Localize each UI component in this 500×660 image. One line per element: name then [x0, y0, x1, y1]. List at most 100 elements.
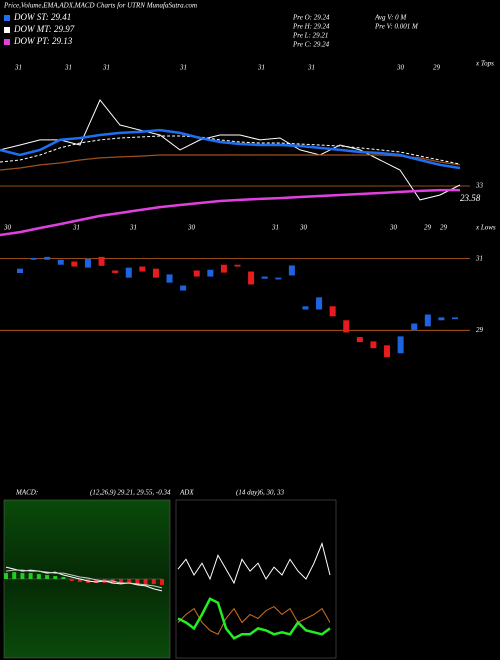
candle — [180, 285, 187, 291]
candle — [193, 270, 200, 277]
candle — [397, 336, 404, 354]
date-label: 30 — [299, 224, 308, 232]
candle — [84, 258, 91, 268]
panel-params: (12,26,9) 29.21, 29.55, -0.34 — [90, 489, 171, 497]
histogram-bar — [127, 579, 132, 584]
info-text: Pre C: 29.24 — [292, 41, 330, 49]
candle — [384, 345, 391, 358]
date-label: 29 — [440, 224, 448, 232]
date-label: 31 — [72, 224, 80, 232]
series-line — [5, 569, 163, 589]
lows-label: x Lows — [475, 224, 496, 232]
histogram-bar — [135, 579, 140, 585]
panel-params: (14 day)6, 30, 33 — [236, 489, 285, 497]
date-label: 31 — [271, 224, 279, 232]
date-label: 29 — [433, 64, 441, 72]
series-line — [177, 541, 331, 585]
candle — [125, 267, 132, 278]
histogram-bar — [12, 572, 17, 579]
date-label: 31 — [129, 224, 137, 232]
candle — [30, 257, 37, 260]
series-line — [0, 128, 461, 170]
histogram-bar — [118, 579, 123, 583]
date-label: 30 — [3, 224, 12, 232]
histogram-bar — [94, 579, 99, 583]
histogram-bar — [4, 573, 8, 579]
candle — [411, 323, 418, 331]
annotation: 23.58 — [460, 193, 481, 203]
candle — [112, 270, 119, 273]
legend-swatch — [4, 39, 10, 45]
candle — [438, 317, 445, 321]
histogram-bar — [36, 574, 41, 579]
panel-label: ADX — [179, 489, 194, 497]
info-text: Pre V: 0.001 M — [374, 23, 419, 31]
info-text: Avg V: 0 M — [374, 14, 407, 22]
legend-entry: DOW MT: 29.97 — [13, 24, 75, 34]
date-label: 30 — [396, 64, 405, 72]
candle — [139, 266, 146, 272]
date-label: 31 — [64, 64, 72, 72]
candle — [207, 269, 214, 277]
histogram-bar — [77, 579, 82, 582]
date-label: 29 — [424, 224, 432, 232]
date-label: 31 — [102, 64, 110, 72]
series-line — [0, 135, 461, 165]
info-text: Pre O: 29.24 — [292, 14, 330, 22]
histogram-bar — [143, 579, 148, 585]
y-tick-label: 33 — [475, 182, 484, 190]
candle — [57, 259, 64, 265]
candle — [302, 306, 309, 310]
y-tick-label: 31 — [475, 254, 483, 262]
candle — [275, 277, 282, 280]
candle — [166, 274, 173, 283]
histogram-bar — [20, 573, 25, 579]
candle — [343, 320, 350, 333]
date-label: 31 — [307, 64, 315, 72]
histogram-bar — [53, 576, 58, 579]
candle — [356, 337, 363, 343]
candle — [248, 271, 255, 285]
candle — [44, 256, 51, 260]
y-tick-label: 29 — [476, 326, 484, 334]
date-label: 30 — [187, 224, 196, 232]
series-line — [177, 597, 331, 640]
candle — [220, 264, 227, 273]
info-text: Pre H: 29.24 — [292, 23, 330, 31]
legend-swatch — [4, 15, 10, 21]
candle — [316, 297, 323, 310]
legend-swatch — [4, 27, 10, 33]
series-line — [0, 188, 460, 237]
candle — [261, 276, 268, 279]
candle — [17, 268, 23, 273]
date-label: 30 — [389, 224, 398, 232]
candle — [288, 265, 295, 276]
date-label: 31 — [257, 64, 265, 72]
histogram-bar — [61, 577, 66, 579]
candle — [98, 256, 105, 266]
adx-panel — [175, 499, 337, 659]
candle — [452, 317, 458, 320]
histogram-bar — [160, 579, 164, 585]
series-line — [0, 154, 461, 171]
histogram-bar — [45, 575, 50, 579]
candle — [424, 314, 431, 327]
legend-entry: DOW PT: 29.13 — [13, 36, 73, 46]
legend-entry: DOW ST: 29.41 — [13, 12, 71, 22]
candle — [329, 306, 336, 317]
candle — [370, 341, 377, 349]
candle — [71, 261, 78, 267]
histogram-bar — [28, 573, 33, 579]
panel-label: MACD: — [15, 489, 38, 497]
tops-label: x Tops — [475, 60, 494, 68]
info-text: Pre L: 29.21 — [292, 32, 328, 40]
series-line — [0, 99, 461, 201]
series-line — [177, 605, 331, 635]
date-label: 31 — [179, 64, 187, 72]
histogram-bar — [69, 579, 74, 581]
histogram-bar — [151, 579, 156, 584]
candle — [152, 268, 159, 278]
candle — [234, 264, 241, 267]
page-title: Price,Volume,EMA,ADX,MACD Charts for UTR… — [3, 2, 197, 10]
